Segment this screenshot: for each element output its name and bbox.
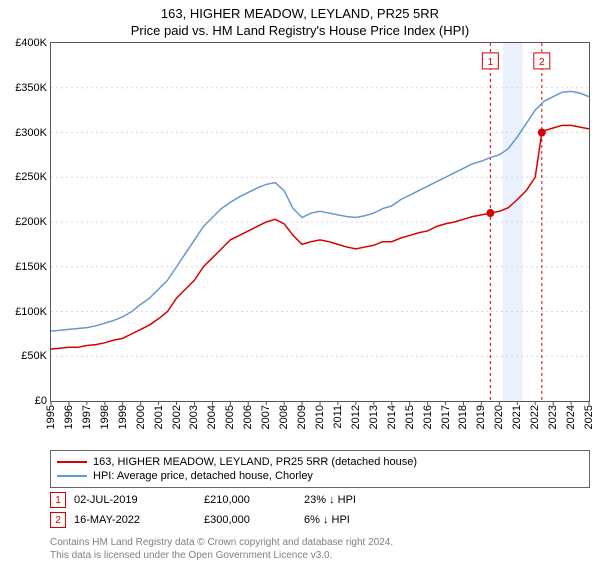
x-axis-label: 1997 xyxy=(81,405,93,429)
x-axis-label: 2022 xyxy=(529,405,541,429)
x-axis-label: 2023 xyxy=(547,405,559,429)
x-axis-label: 2006 xyxy=(242,405,254,429)
x-axis-label: 2001 xyxy=(153,405,165,429)
sale-marker-icon: 1 xyxy=(50,492,66,508)
y-axis-label: £400K xyxy=(15,37,47,49)
x-axis-label: 2018 xyxy=(457,405,469,429)
sale-delta: 23% ↓ HPI xyxy=(296,494,396,506)
legend: 163, HIGHER MEADOW, LEYLAND, PR25 5RR (d… xyxy=(50,450,590,488)
x-axis-label: 2007 xyxy=(260,405,272,429)
sale-row: 216-MAY-2022£300,0006% ↓ HPI xyxy=(50,512,590,528)
legend-label: 163, HIGHER MEADOW, LEYLAND, PR25 5RR (d… xyxy=(93,456,417,468)
y-axis-label: £350K xyxy=(15,82,47,94)
x-axis-label: 1998 xyxy=(99,405,111,429)
sale-marker-icon: 2 xyxy=(50,512,66,528)
sale-price: £300,000 xyxy=(196,514,296,526)
legend-item: HPI: Average price, detached house, Chor… xyxy=(57,469,583,483)
page-title: 163, HIGHER MEADOW, LEYLAND, PR25 5RR xyxy=(0,0,600,21)
x-axis-label: 2013 xyxy=(368,405,380,429)
sale-row: 102-JUL-2019£210,00023% ↓ HPI xyxy=(50,492,590,508)
x-axis-label: 2020 xyxy=(493,405,505,429)
sale-date: 16-MAY-2022 xyxy=(66,514,196,526)
footnote-line: This data is licensed under the Open Gov… xyxy=(50,549,590,562)
x-axis-label: 2024 xyxy=(565,405,577,429)
x-axis-label: 1995 xyxy=(45,405,57,429)
y-axis-label: £300K xyxy=(15,127,47,139)
y-axis-label: £100K xyxy=(15,306,47,318)
page-subtitle: Price paid vs. HM Land Registry's House … xyxy=(0,21,600,42)
x-axis-label: 2005 xyxy=(224,405,236,429)
chart-svg: 12 xyxy=(51,43,589,401)
sale-marker-label: 2 xyxy=(539,57,545,68)
y-axis-label: £200K xyxy=(15,216,47,228)
x-axis-label: 2009 xyxy=(296,405,308,429)
sale-marker-dot xyxy=(538,129,546,137)
sale-marker-dot xyxy=(486,209,494,217)
x-axis-label: 2002 xyxy=(171,405,183,429)
x-axis-label: 1996 xyxy=(63,405,75,429)
x-axis-label: 2004 xyxy=(206,405,218,429)
x-axis-label: 2015 xyxy=(404,405,416,429)
legend-label: HPI: Average price, detached house, Chor… xyxy=(93,470,313,482)
sale-marker-label: 1 xyxy=(488,57,494,68)
x-axis-label: 2016 xyxy=(422,405,434,429)
x-axis-label: 2014 xyxy=(386,405,398,429)
sale-delta: 6% ↓ HPI xyxy=(296,514,396,526)
chart-plot-area: 12 £0£50K£100K£150K£200K£250K£300K£350K£… xyxy=(50,42,590,402)
legend-swatch xyxy=(57,461,87,463)
y-axis-label: £250K xyxy=(15,171,47,183)
x-axis-label: 2010 xyxy=(314,405,326,429)
sale-price: £210,000 xyxy=(196,494,296,506)
legend-swatch xyxy=(57,475,87,477)
x-axis-label: 2025 xyxy=(583,405,595,429)
x-axis-label: 2003 xyxy=(188,405,200,429)
footnote-line: Contains HM Land Registry data © Crown c… xyxy=(50,536,590,549)
x-axis-label: 2021 xyxy=(511,405,523,429)
chart-container: 163, HIGHER MEADOW, LEYLAND, PR25 5RR Pr… xyxy=(0,0,600,560)
y-axis-label: £150K xyxy=(15,261,47,273)
y-axis-label: £50K xyxy=(21,350,47,362)
footnote: Contains HM Land Registry data © Crown c… xyxy=(50,536,590,562)
x-axis-label: 1999 xyxy=(117,405,129,429)
x-axis-label: 2000 xyxy=(135,405,147,429)
sales-table: 102-JUL-2019£210,00023% ↓ HPI 216-MAY-202… xyxy=(0,492,600,528)
x-axis-label: 2019 xyxy=(475,405,487,429)
x-axis-label: 2011 xyxy=(332,405,344,429)
x-axis-label: 2012 xyxy=(350,405,362,429)
x-axis-label: 2008 xyxy=(278,405,290,429)
legend-item: 163, HIGHER MEADOW, LEYLAND, PR25 5RR (d… xyxy=(57,455,583,469)
sale-date: 02-JUL-2019 xyxy=(66,494,196,506)
x-axis-label: 2017 xyxy=(440,405,452,429)
